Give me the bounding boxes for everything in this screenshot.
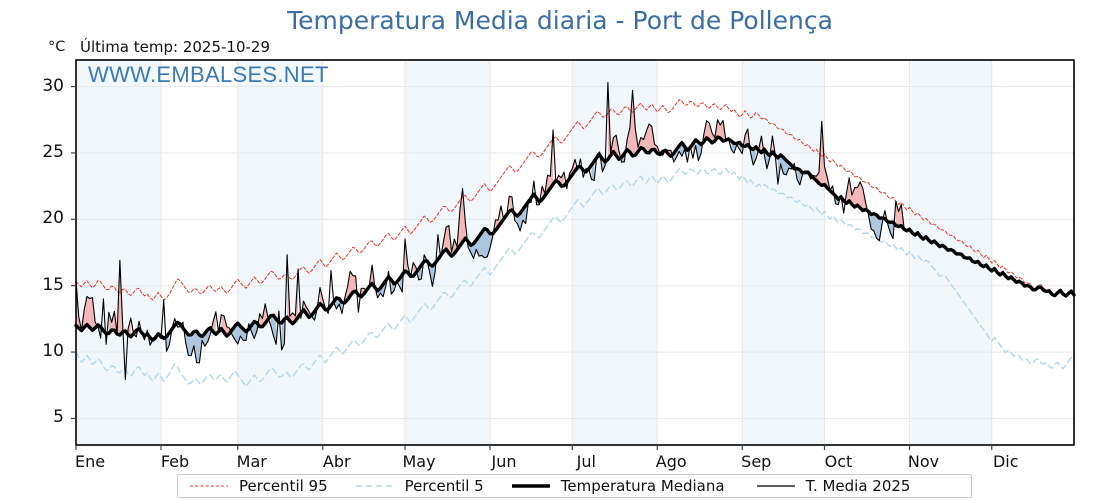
x-tick-label: Sep bbox=[741, 452, 772, 471]
legend-line-icon bbox=[755, 480, 797, 492]
x-tick-label: Feb bbox=[160, 452, 190, 471]
x-tick-label: Ago bbox=[655, 452, 687, 471]
y-tick-label: 5 bbox=[53, 407, 64, 428]
data-lines bbox=[74, 82, 1076, 388]
legend-item-1[interactable]: Percentil 95 bbox=[188, 475, 328, 497]
series-percentil-5 bbox=[75, 167, 1075, 388]
page-title: Temperatura Media diaria - Port de Polle… bbox=[287, 6, 833, 35]
x-tick-label: Ene bbox=[74, 452, 106, 471]
series-temperatura-mediana bbox=[74, 135, 1076, 342]
legend-label: T. Media 2025 bbox=[805, 477, 911, 495]
x-tick-label: Mar bbox=[236, 452, 267, 471]
anomaly-fills bbox=[76, 82, 905, 363]
month-bands bbox=[76, 60, 992, 445]
x-tick-label: May bbox=[402, 452, 436, 471]
legend-line-icon bbox=[354, 480, 396, 492]
gridlines bbox=[76, 60, 1074, 445]
series-percentil-95 bbox=[75, 99, 1075, 301]
legend-line-icon bbox=[510, 480, 552, 492]
site-watermark: WWW.EMBALSES.NET bbox=[88, 62, 329, 87]
chart-legend: Percentil 95 Percentil 5 Temperatura Media… bbox=[177, 474, 972, 498]
series-t-media-2025 bbox=[75, 82, 905, 381]
legend-item-3[interactable]: Temperatura Mediana bbox=[510, 475, 725, 497]
y-tick-label: 15 bbox=[42, 274, 64, 295]
x-tick-label: Jun bbox=[491, 452, 517, 471]
axis-tick-marks bbox=[71, 85, 993, 450]
plot-frame bbox=[75, 59, 1075, 446]
x-tick-label: Nov bbox=[907, 452, 940, 471]
y-tick-label: 30 bbox=[42, 75, 64, 96]
x-tick-label: Jul bbox=[576, 452, 596, 471]
y-axis-unit-label: °C bbox=[48, 39, 66, 55]
legend-label: Percentil 95 bbox=[239, 477, 328, 495]
x-tick-label: Dic bbox=[992, 452, 1019, 471]
legend-label: Percentil 5 bbox=[404, 477, 484, 495]
legend-line-icon bbox=[188, 480, 230, 492]
y-tick-label: 20 bbox=[42, 208, 64, 229]
x-tick-label: Oct bbox=[824, 452, 853, 471]
legend-label: Temperatura Mediana bbox=[560, 477, 725, 495]
legend-item-4[interactable]: T. Media 2025 bbox=[755, 475, 911, 497]
y-tick-label: 10 bbox=[42, 341, 64, 362]
x-tick-label: Abr bbox=[322, 452, 351, 471]
y-tick-label: 25 bbox=[42, 141, 64, 162]
legend-item-2[interactable]: Percentil 5 bbox=[354, 475, 484, 497]
last-temp-subtitle: Última temp: 2025-10-29 bbox=[80, 38, 271, 56]
